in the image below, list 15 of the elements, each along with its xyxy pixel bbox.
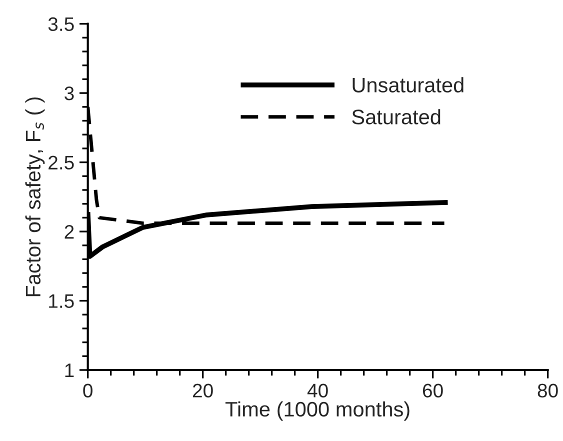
x-tick-label: 80 [538, 384, 558, 398]
y-axis-title: Factor of safety, F$_{s}$ ( ) [25, 97, 45, 296]
x-tick-label: 0 [83, 384, 92, 398]
y-tick-label: 1 [65, 364, 74, 378]
x-tick-label: 20 [192, 384, 213, 398]
y-tick-label: 3 [64, 86, 74, 100]
y-tick-label: 1.5 [49, 294, 74, 308]
x-tick-label: 40 [307, 384, 328, 398]
y-tick-label: 3.5 [48, 17, 74, 32]
legend-label: Saturated [352, 109, 440, 124]
y-tick-label: 2.5 [48, 156, 74, 170]
y-tick-label: 2 [64, 224, 74, 239]
x-axis-title: Time (1000 months) [225, 401, 410, 421]
x-tick-label: 60 [422, 384, 443, 398]
legend-label: Unsaturated [352, 77, 464, 92]
